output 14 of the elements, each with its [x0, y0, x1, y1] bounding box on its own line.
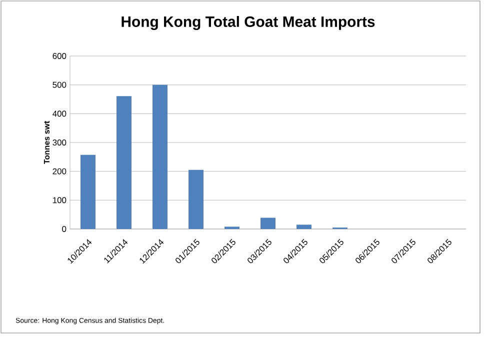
y-tick-label: 500: [52, 82, 66, 88]
bar: [188, 170, 204, 229]
bar: [152, 84, 168, 229]
y-tick-label: 0: [62, 226, 66, 232]
y-tick-label: 400: [52, 110, 66, 117]
bar: [80, 154, 96, 229]
y-tick-label: 600: [52, 53, 66, 59]
bar: [260, 218, 276, 229]
chart-title: Hong Kong Total Goat Meat Imports: [122, 16, 375, 30]
y-tick-label: 100: [53, 197, 66, 204]
bar: [296, 224, 312, 229]
y-tick-label: 200: [52, 168, 66, 174]
bar: [116, 96, 132, 229]
y-tick-label: 300: [52, 140, 66, 146]
